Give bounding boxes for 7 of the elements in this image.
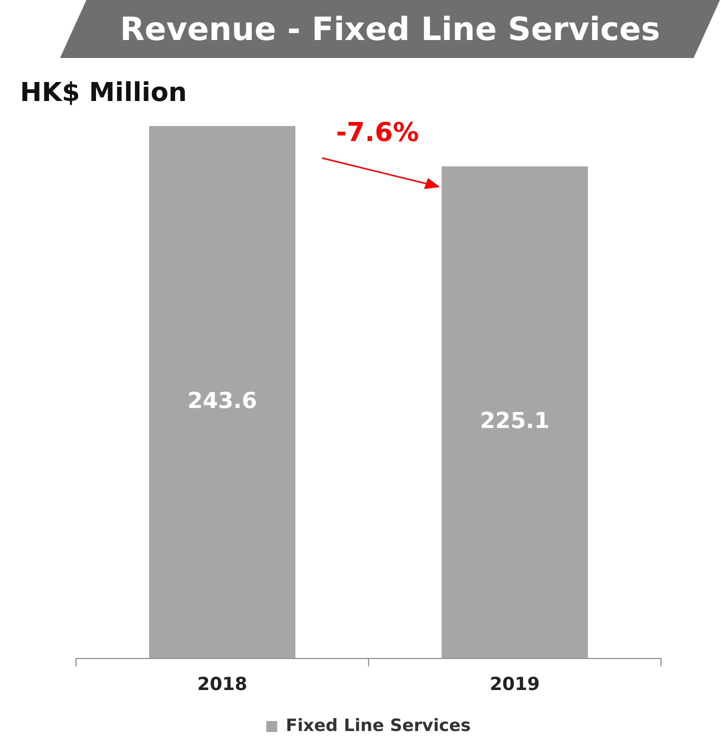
x-tick-label: 2018	[197, 674, 248, 695]
annotation: -7.6%	[336, 118, 419, 148]
legend-label: Fixed Line Services	[286, 716, 471, 736]
x-tick-label: 2019	[490, 674, 540, 695]
y-axis-title: HK$ Million	[20, 78, 187, 108]
data-label: 243.6	[187, 388, 258, 414]
data-label: 225.1	[480, 409, 550, 434]
